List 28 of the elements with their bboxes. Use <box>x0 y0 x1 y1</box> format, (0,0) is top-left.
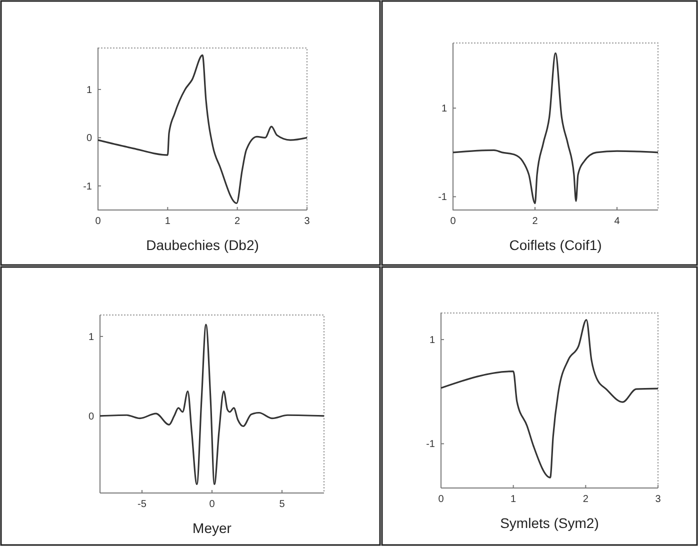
line-series <box>452 52 659 204</box>
y-tick-label: 0 <box>88 411 94 422</box>
line-series <box>99 324 325 486</box>
x-tick-label: 1 <box>164 216 171 227</box>
x-tick-label: 4 <box>614 216 620 227</box>
line-series <box>440 318 659 478</box>
y-tick-label: -1 <box>83 181 92 192</box>
y-tick-label: 0 <box>86 133 92 144</box>
y-tick-label: -1 <box>438 192 448 204</box>
x-tick-label: 2 <box>532 216 538 227</box>
x-tick-label: 2 <box>582 494 589 505</box>
x-axis-title: Daubechies (Db2) <box>146 237 259 253</box>
x-tick-label: 0 <box>95 216 102 227</box>
x-axis-title: Coiflets (Coif1) <box>509 237 602 253</box>
x-tick-label: -5 <box>138 499 147 510</box>
x-tick-label: 1 <box>510 494 517 505</box>
x-tick-label: 2 <box>234 216 241 227</box>
x-tick-label: 0 <box>450 216 456 227</box>
x-axis-title: Meyer <box>192 520 232 536</box>
x-tick-label: 5 <box>279 499 286 510</box>
y-tick-label: -1 <box>426 439 436 450</box>
line-series <box>97 54 308 204</box>
x-tick-label: 0 <box>209 499 216 510</box>
x-tick-label: 3 <box>304 216 310 227</box>
x-axis-title: Symlets (Sym2) <box>500 515 599 531</box>
y-tick-label: 1 <box>86 84 92 96</box>
x-tick-label: 3 <box>655 494 662 505</box>
y-tick-label: 1 <box>88 332 94 343</box>
